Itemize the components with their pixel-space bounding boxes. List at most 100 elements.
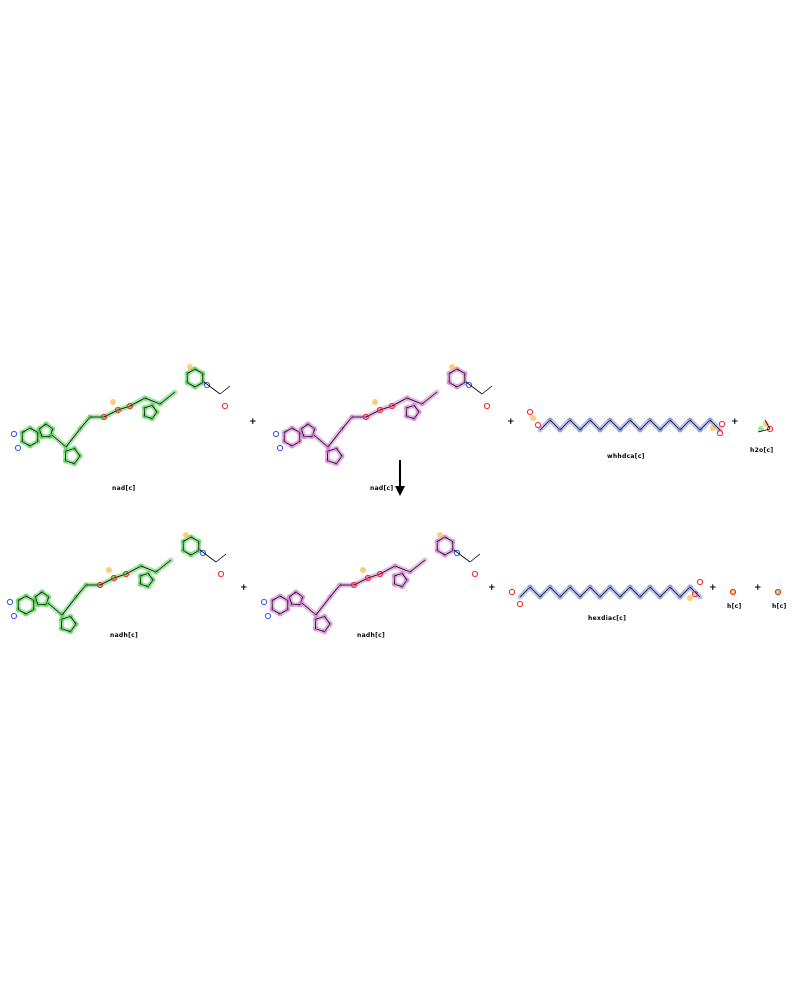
bond xyxy=(659,419,671,431)
bond xyxy=(599,419,611,431)
atom-highlight xyxy=(360,567,366,573)
atom-marker xyxy=(221,402,229,410)
bond xyxy=(75,584,87,598)
bond xyxy=(301,602,317,616)
bond xyxy=(609,586,621,598)
bond xyxy=(315,628,325,632)
bond xyxy=(421,391,438,405)
bond xyxy=(279,595,288,601)
atom-marker xyxy=(534,421,542,429)
bond xyxy=(629,586,641,598)
bond xyxy=(194,368,203,374)
atom-highlight xyxy=(763,421,769,427)
bond xyxy=(409,559,426,573)
atom-marker xyxy=(122,570,130,578)
bond xyxy=(22,441,31,447)
bond xyxy=(437,536,446,542)
label-hexdiac: hexdiac[c] xyxy=(588,615,627,622)
bond xyxy=(609,419,621,431)
bond xyxy=(341,416,353,430)
atom-marker xyxy=(388,402,396,410)
bond xyxy=(659,586,671,598)
bond xyxy=(313,434,329,448)
atom-highlight xyxy=(187,364,193,370)
bond xyxy=(327,428,343,448)
bond xyxy=(469,553,481,563)
bond xyxy=(70,616,77,625)
bond xyxy=(300,428,305,437)
bond xyxy=(539,586,551,598)
bond xyxy=(327,460,337,464)
bond xyxy=(336,448,343,457)
bond xyxy=(311,428,316,437)
bond xyxy=(140,565,157,573)
atom-highlight xyxy=(106,567,112,573)
bond xyxy=(183,536,192,542)
bond xyxy=(39,423,47,430)
bond xyxy=(539,419,551,431)
atom-marker xyxy=(6,598,14,606)
bond xyxy=(41,591,49,598)
bond xyxy=(151,411,158,419)
bond xyxy=(549,419,561,431)
bond xyxy=(65,448,75,452)
bond xyxy=(34,596,39,605)
bond xyxy=(315,616,325,620)
bond xyxy=(599,586,611,598)
bond xyxy=(45,423,53,430)
bond xyxy=(147,579,154,587)
bond xyxy=(284,427,293,433)
bond xyxy=(449,382,458,388)
bond xyxy=(639,419,651,431)
bond xyxy=(406,397,423,405)
bond xyxy=(159,391,176,405)
plus-operator: + xyxy=(488,583,496,593)
bond xyxy=(29,427,38,433)
atom-highlight xyxy=(372,399,378,405)
bond xyxy=(413,411,420,419)
bond xyxy=(327,448,337,452)
bond xyxy=(437,550,446,556)
bond xyxy=(291,441,300,447)
bond xyxy=(199,549,217,563)
atom-marker xyxy=(729,588,737,596)
bond xyxy=(35,591,43,598)
bond xyxy=(144,415,153,420)
bond xyxy=(456,368,465,374)
bond xyxy=(301,423,309,430)
bond xyxy=(315,596,331,616)
label-nadh-1: nadh[c] xyxy=(110,632,139,639)
bond xyxy=(51,434,67,448)
bond xyxy=(113,573,127,579)
bond xyxy=(49,428,54,437)
bond xyxy=(336,455,343,464)
bond xyxy=(144,397,161,405)
bond xyxy=(456,382,465,388)
bond xyxy=(579,419,591,431)
bond xyxy=(74,455,81,464)
atom-marker xyxy=(114,406,122,414)
atom-marker xyxy=(508,588,516,596)
atom-marker xyxy=(14,444,22,452)
bond xyxy=(679,586,691,598)
bond xyxy=(61,596,77,616)
atom-marker xyxy=(10,612,18,620)
bond xyxy=(140,572,149,577)
atom-marker xyxy=(516,600,524,608)
bond xyxy=(279,609,288,615)
bond xyxy=(329,584,341,598)
plus-operator: + xyxy=(240,583,248,593)
atom-marker xyxy=(471,570,479,578)
label-h-1: h[c] xyxy=(727,603,742,610)
bond xyxy=(589,586,601,598)
atom-marker xyxy=(199,549,207,557)
atom-marker xyxy=(483,402,491,410)
atom-marker xyxy=(364,574,372,582)
bond xyxy=(25,595,34,601)
bond xyxy=(65,428,81,448)
bond xyxy=(379,405,393,411)
atom-highlight xyxy=(730,589,736,595)
atom-marker xyxy=(272,430,280,438)
bond xyxy=(291,427,300,433)
